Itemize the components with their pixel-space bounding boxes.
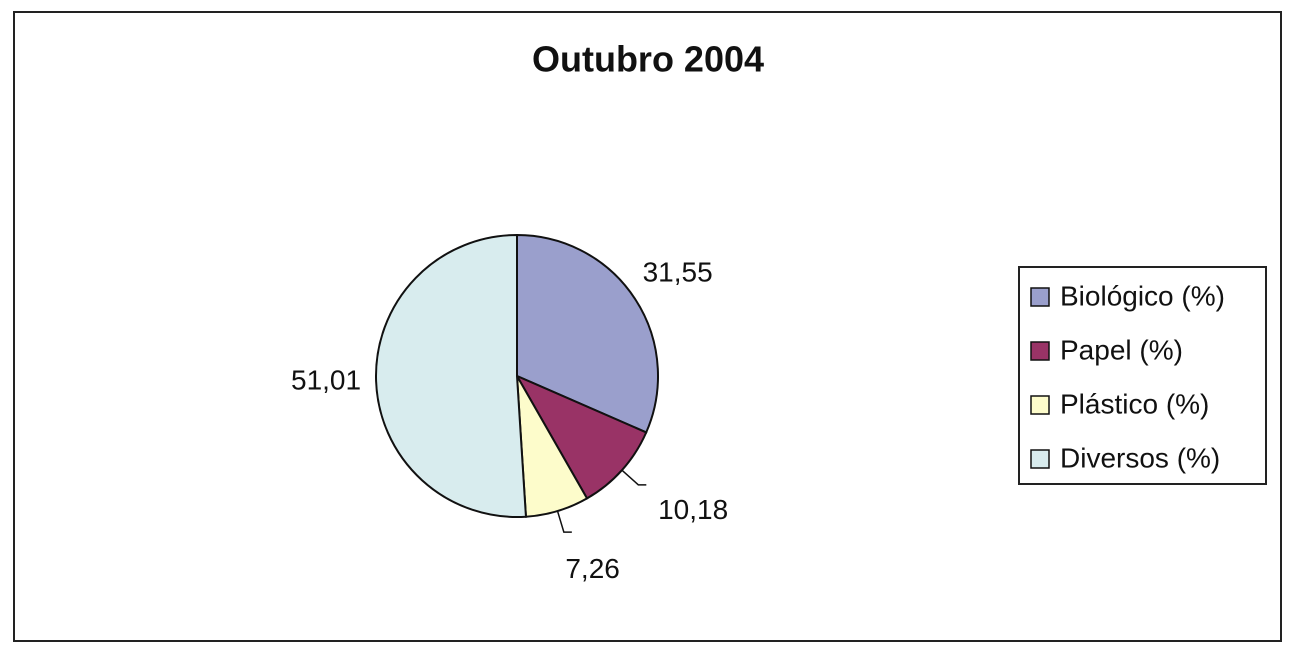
legend-label: Papel (%) <box>1060 334 1183 365</box>
legend-swatch <box>1030 449 1050 469</box>
legend-swatch <box>1030 395 1050 415</box>
legend-box <box>1018 266 1267 485</box>
legend-label: Biológico (%) <box>1060 280 1225 311</box>
legend-swatch <box>1030 287 1050 307</box>
leader-line <box>621 469 647 486</box>
data-label: 51,01 <box>291 364 361 395</box>
data-label: 7,26 <box>565 553 620 584</box>
chart-title: Outubro 2004 <box>532 39 764 80</box>
legend-label: Plástico (%) <box>1060 388 1209 419</box>
pie-slice <box>516 233 659 434</box>
pie-slice <box>375 233 528 518</box>
legend-label: Diversos (%) <box>1060 442 1220 473</box>
data-label: 31,55 <box>643 257 713 288</box>
data-label: 10,18 <box>658 494 728 525</box>
leader-line <box>556 510 572 533</box>
legend-swatch <box>1030 341 1050 361</box>
